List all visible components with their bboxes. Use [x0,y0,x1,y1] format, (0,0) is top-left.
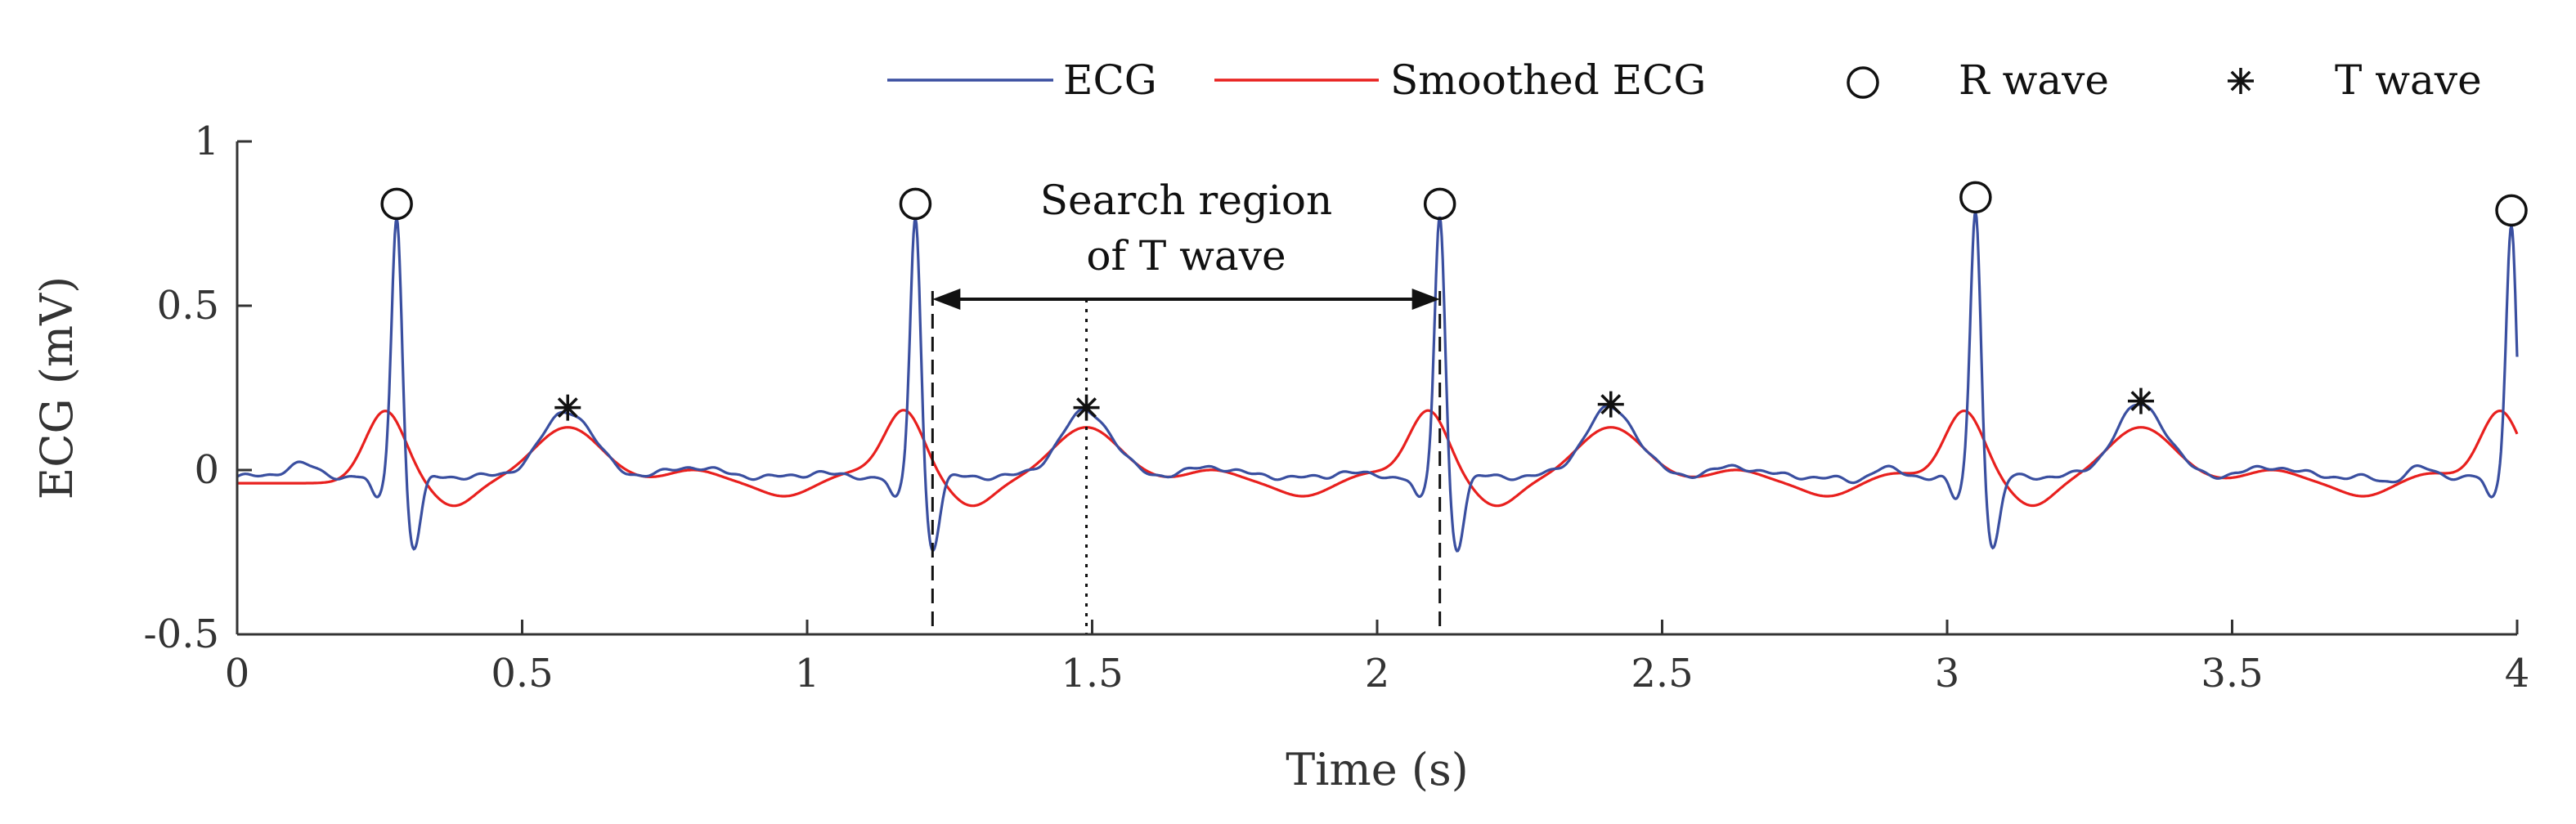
y-tick-label-2: 0.5 [157,283,219,329]
legend-t-wave-label: T wave [2335,56,2482,104]
legend-t-wave-symbol [2228,68,2254,94]
legend-ecg-label: ECG [1063,56,1157,104]
t-wave-marker-4 [2127,387,2154,414]
y-tick-label-0: -0.5 [143,611,219,657]
y-tick-label-3: 1 [194,119,219,164]
t-wave-marker-3 [1597,391,1624,418]
x-tick-label-3: 1.5 [1061,651,1123,696]
series-layer [236,211,2519,553]
x-axis-title: Time (s) [1286,744,1468,795]
annotation-layer: Search region of T wave [931,177,1442,634]
arrow-head-left [932,288,961,310]
legend-r-wave-label: R wave [1959,56,2109,104]
r-wave-marker-2 [899,187,932,221]
annotation-line-2: of T wave [1086,232,1286,280]
t-wave-marker-1 [554,394,581,421]
arrow-head-right [1411,288,1440,310]
r-wave-marker-4 [1959,181,1992,214]
x-tick-label-0: 0 [225,651,250,696]
markers-layer [380,181,2528,421]
annotation-line-1: Search region [1040,177,1332,224]
r-wave-marker-1 [380,187,413,221]
x-tick-label-1: 0.5 [491,651,553,696]
x-tick-label-2: 1 [795,651,820,696]
x-tick-label-7: 3.5 [2201,651,2263,696]
x-tick-label-5: 2.5 [1631,651,1693,696]
x-tick-label-8: 4 [2505,651,2530,696]
x-tick-label-4: 2 [1365,651,1390,696]
y-axis-title: ECG (mV) [31,276,83,499]
legend-r-wave-symbol [1847,66,1879,99]
r-wave-marker-5 [2495,194,2528,227]
smoothed-ecg-line [237,409,2519,508]
y-tick-label-1: 0 [194,447,219,493]
x-tick-label-6: 3 [1935,651,1960,696]
legend-smoothed-label: Smoothed ECG [1390,56,1706,104]
ecg-line [236,211,2519,553]
r-wave-marker-3 [1423,187,1456,221]
legend: ECG Smoothed ECG R wave T wave [887,56,2482,104]
t-wave-marker-2 [1073,394,1100,421]
